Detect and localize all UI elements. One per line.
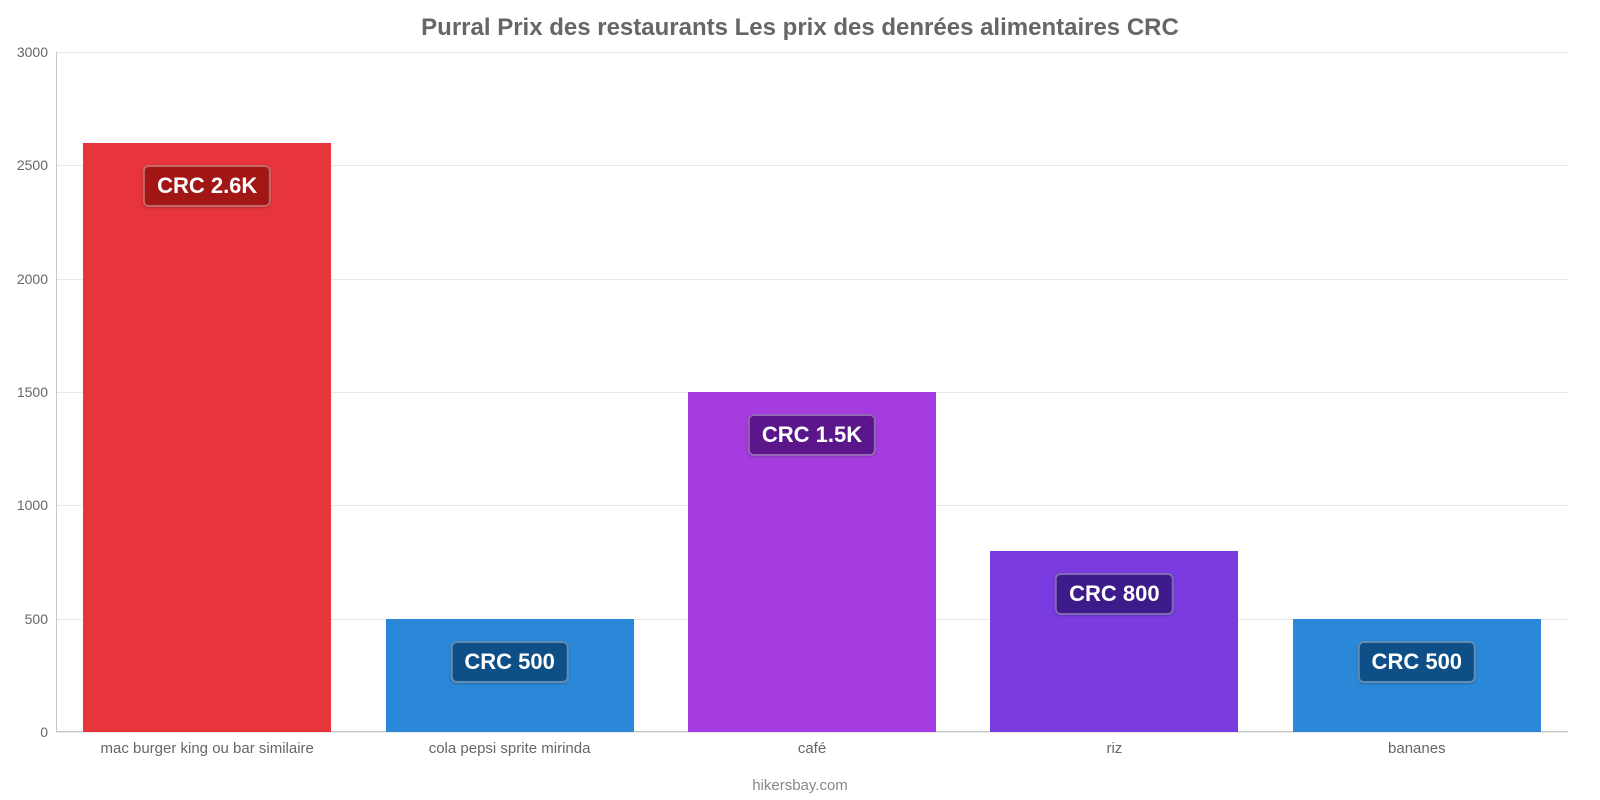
- gridline: [56, 732, 1568, 733]
- value-label: CRC 800: [1055, 573, 1173, 615]
- value-label: CRC 500: [1358, 641, 1476, 683]
- xtick-label: café: [798, 740, 826, 757]
- ytick-label: 1500: [17, 384, 48, 400]
- xtick-label: bananes: [1388, 740, 1446, 757]
- y-axis-line: [56, 52, 57, 732]
- ytick-label: 500: [25, 611, 48, 627]
- value-label: CRC 2.6K: [143, 165, 271, 207]
- plot-area: 050010001500200025003000mac burger king …: [56, 52, 1568, 732]
- value-label: CRC 500: [450, 641, 568, 683]
- xtick-label: mac burger king ou bar similaire: [100, 740, 313, 757]
- value-label: CRC 1.5K: [748, 414, 876, 456]
- ytick-label: 2000: [17, 271, 48, 287]
- ytick-label: 0: [40, 724, 48, 740]
- price-bar-chart: Purral Prix des restaurants Les prix des…: [0, 0, 1600, 800]
- xtick-label: riz: [1106, 740, 1122, 757]
- xtick-label: cola pepsi sprite mirinda: [429, 740, 591, 757]
- chart-title: Purral Prix des restaurants Les prix des…: [0, 14, 1600, 42]
- ytick-label: 1000: [17, 497, 48, 513]
- chart-credit: hikersbay.com: [0, 777, 1600, 794]
- ytick-label: 3000: [17, 44, 48, 60]
- bar: [83, 143, 331, 732]
- gridline: [56, 52, 1568, 53]
- ytick-label: 2500: [17, 157, 48, 173]
